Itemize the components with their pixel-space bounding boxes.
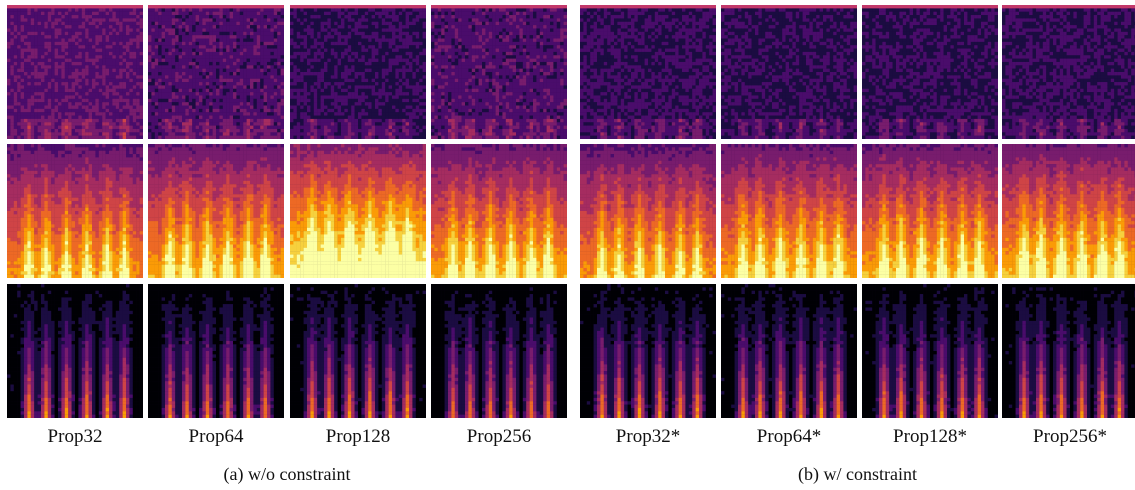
spectrogram-row-3-prop128-star: [862, 284, 998, 418]
column-label-prop256: Prop256: [431, 426, 567, 448]
spectrogram-row-2-prop128-star: [862, 144, 998, 278]
spectrogram-row-3-prop32-star: [580, 284, 716, 418]
spectrogram-row-2-prop256: [431, 144, 567, 278]
spectrogram-row-2-prop64: [148, 144, 284, 278]
spectrogram-row-1-prop32: [7, 5, 143, 139]
spectrogram-row-3-prop32: [7, 284, 143, 418]
spectrogram-row-2-prop128: [290, 144, 426, 278]
spectrogram-row-1-prop32-star: [580, 5, 716, 139]
caption-with-constraint: (b) w/ constraint: [580, 464, 1135, 485]
spectrogram-row-2-prop256-star: [1002, 144, 1135, 278]
spectrogram-row-1-prop128: [290, 5, 426, 139]
spectrogram-row-2-prop64-star: [721, 144, 857, 278]
spectrogram-row-3-prop64: [148, 284, 284, 418]
spectrogram-row-3-prop256-star: [1002, 284, 1135, 418]
spectrogram-row-1-prop128-star: [862, 5, 998, 139]
spectrogram-row-3-prop128: [290, 284, 426, 418]
column-label-prop64-star: Prop64*: [721, 426, 857, 448]
spectrogram-row-2-prop32-star: [580, 144, 716, 278]
spectrogram-row-3-prop256: [431, 284, 567, 418]
spectrogram-row-1-prop64: [148, 5, 284, 139]
column-label-prop128-star: Prop128*: [862, 426, 998, 448]
spectrogram-row-1-prop256-star: [1002, 5, 1135, 139]
spectrogram-row-1-prop256: [431, 5, 567, 139]
column-label-prop32-star: Prop32*: [580, 426, 716, 448]
spectrogram-row-1-prop64-star: [721, 5, 857, 139]
spectrogram-row-2-prop32: [7, 144, 143, 278]
column-label-prop32: Prop32: [7, 426, 143, 448]
spectrogram-row-3-prop64-star: [721, 284, 857, 418]
column-label-prop64: Prop64: [148, 426, 284, 448]
column-label-prop128: Prop128: [290, 426, 426, 448]
column-label-prop256-star: Prop256*: [1002, 426, 1135, 448]
caption-without-constraint: (a) w/o constraint: [7, 464, 567, 485]
